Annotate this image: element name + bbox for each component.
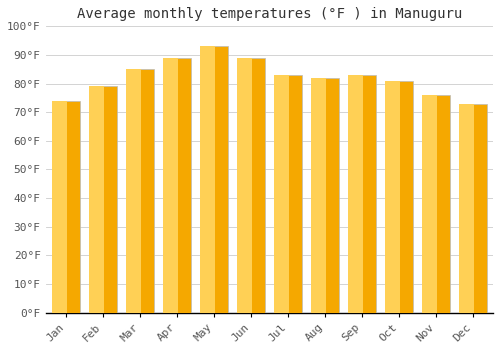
Bar: [311, 78, 338, 313]
Title: Average monthly temperatures (°F ) in Manuguru: Average monthly temperatures (°F ) in Ma…: [76, 7, 462, 21]
Bar: [52, 101, 80, 313]
Bar: [89, 86, 117, 313]
Bar: [52, 101, 68, 313]
Bar: [348, 75, 376, 313]
Bar: [274, 75, 301, 313]
Bar: [385, 81, 400, 313]
Bar: [459, 104, 474, 313]
Bar: [163, 58, 190, 313]
Bar: [163, 58, 178, 313]
Bar: [237, 58, 264, 313]
Bar: [348, 75, 363, 313]
Bar: [422, 95, 450, 313]
Bar: [311, 78, 326, 313]
Bar: [385, 81, 412, 313]
Bar: [126, 69, 154, 313]
Bar: [200, 46, 228, 313]
Bar: [89, 86, 104, 313]
Bar: [237, 58, 252, 313]
Bar: [274, 75, 289, 313]
Bar: [459, 104, 486, 313]
Bar: [126, 69, 142, 313]
Bar: [422, 95, 437, 313]
Bar: [200, 46, 215, 313]
